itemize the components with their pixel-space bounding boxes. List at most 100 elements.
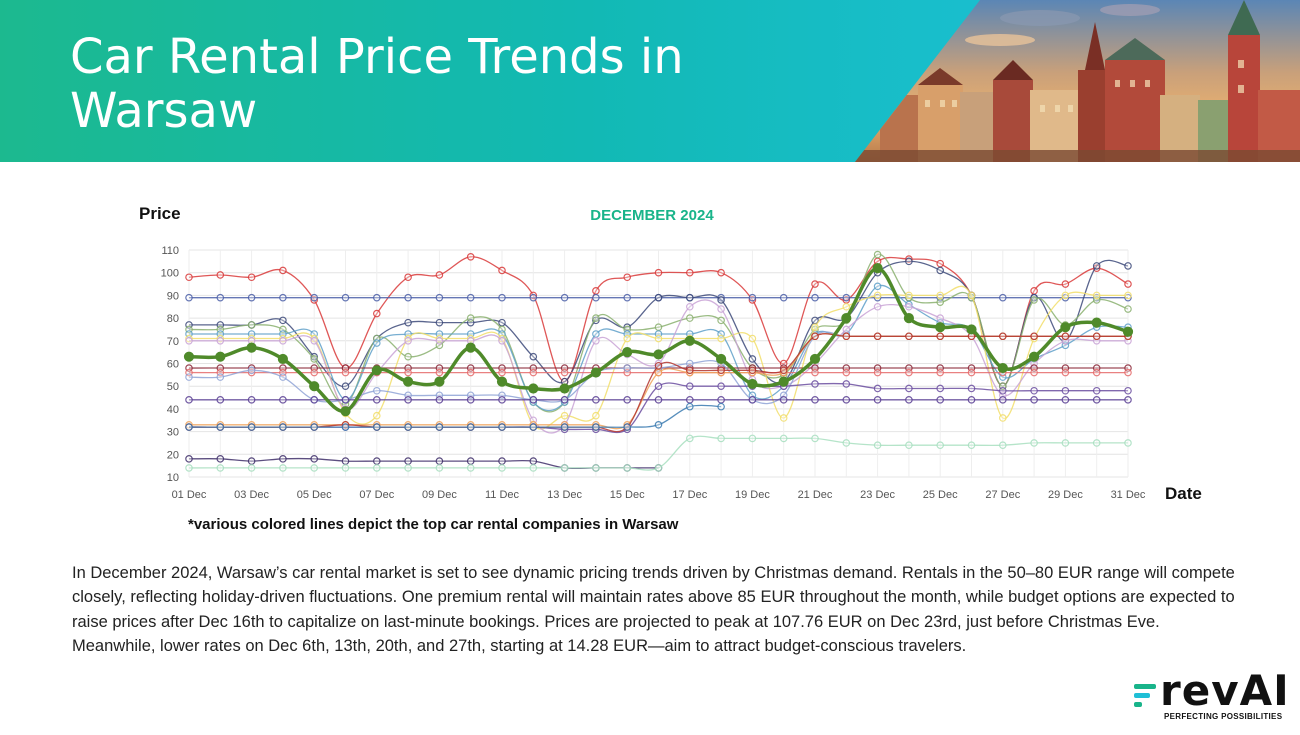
data-point xyxy=(654,293,663,302)
data-point xyxy=(404,423,412,431)
data-point xyxy=(936,368,945,377)
data-point xyxy=(279,336,287,345)
data-point xyxy=(247,366,256,375)
reval-logo: revAI PERFECTING POSSIBILITIES xyxy=(1128,666,1289,724)
data-point xyxy=(560,411,569,420)
data-point xyxy=(466,457,475,465)
y-tick-label: 60 xyxy=(167,359,179,371)
data-point xyxy=(340,406,351,417)
series-16 xyxy=(185,455,663,472)
data-point xyxy=(466,253,475,261)
data-point xyxy=(872,263,883,274)
data-point xyxy=(403,376,414,387)
data-point xyxy=(811,280,819,288)
data-point xyxy=(654,361,663,370)
data-point xyxy=(310,336,319,345)
x-tick-label: 09 Dec xyxy=(422,489,457,501)
data-point xyxy=(216,336,225,345)
data-point xyxy=(435,271,444,279)
data-point xyxy=(435,396,444,404)
data-point xyxy=(247,423,256,431)
y-tick-label: 70 xyxy=(167,336,179,348)
data-point xyxy=(998,441,1007,450)
data-point xyxy=(435,293,444,302)
x-tick-label: 13 Dec xyxy=(547,489,582,501)
data-point xyxy=(905,332,913,341)
data-point xyxy=(1061,439,1070,447)
data-point xyxy=(498,423,506,431)
data-point xyxy=(1060,322,1071,333)
warsaw-old-town-photo xyxy=(855,0,1300,162)
x-tick-label: 11 Dec xyxy=(485,489,520,501)
data-point xyxy=(216,373,225,381)
data-point xyxy=(341,464,350,472)
data-point xyxy=(903,313,915,324)
data-point xyxy=(310,355,319,363)
data-point xyxy=(435,368,444,377)
data-point xyxy=(404,352,412,361)
data-point xyxy=(1030,368,1038,377)
data-point xyxy=(685,314,694,322)
data-point xyxy=(654,268,663,277)
y-tick-label: 50 xyxy=(167,381,179,393)
x-tick-label: 01 Dec xyxy=(172,489,207,501)
data-point xyxy=(1122,326,1134,337)
data-point xyxy=(717,316,725,325)
x-tick-label: 25 Dec xyxy=(923,489,958,501)
data-point xyxy=(372,423,381,431)
x-tick-label: 21 Dec xyxy=(798,489,833,501)
data-point xyxy=(623,293,632,302)
data-point xyxy=(404,336,412,345)
data-point xyxy=(1124,293,1132,302)
data-point xyxy=(1061,280,1070,288)
data-point xyxy=(748,355,757,363)
data-point xyxy=(310,455,319,463)
data-point xyxy=(779,366,788,375)
data-point xyxy=(717,268,725,277)
data-point xyxy=(1124,396,1132,404)
data-point xyxy=(529,457,538,465)
series-15 xyxy=(185,402,725,431)
data-point xyxy=(811,434,819,443)
x-tick-label: 15 Dec xyxy=(610,489,645,501)
data-point xyxy=(372,457,381,465)
data-point xyxy=(717,382,725,391)
data-point xyxy=(842,380,851,388)
series-line xyxy=(188,457,659,470)
x-tick-label: 27 Dec xyxy=(985,489,1020,501)
data-point xyxy=(404,396,412,404)
data-point xyxy=(216,420,225,429)
data-point xyxy=(247,396,256,404)
data-point xyxy=(341,423,350,431)
data-point xyxy=(779,293,788,302)
data-point xyxy=(560,368,569,377)
data-point xyxy=(529,293,538,302)
data-point xyxy=(717,434,725,443)
data-point xyxy=(404,420,412,429)
data-point xyxy=(372,339,381,347)
data-point xyxy=(498,420,506,429)
data-point xyxy=(778,376,789,387)
data-point xyxy=(498,293,506,302)
data-point xyxy=(246,342,257,353)
data-point xyxy=(654,368,663,377)
data-point xyxy=(529,368,538,377)
data-point xyxy=(842,302,851,311)
data-point xyxy=(185,455,193,463)
data-point xyxy=(435,318,444,327)
data-point xyxy=(873,368,882,377)
data-point xyxy=(559,383,570,394)
y-tick-label: 20 xyxy=(167,449,179,461)
data-point xyxy=(905,384,913,393)
data-point xyxy=(528,383,539,394)
data-point xyxy=(1124,280,1132,288)
data-point xyxy=(717,368,725,377)
data-point xyxy=(873,384,882,393)
data-point xyxy=(529,291,538,300)
data-point xyxy=(529,420,538,429)
data-point xyxy=(623,273,632,282)
data-point xyxy=(404,318,412,327)
data-point xyxy=(811,293,819,302)
x-tick-label: 07 Dec xyxy=(359,489,394,501)
data-point xyxy=(936,259,945,268)
